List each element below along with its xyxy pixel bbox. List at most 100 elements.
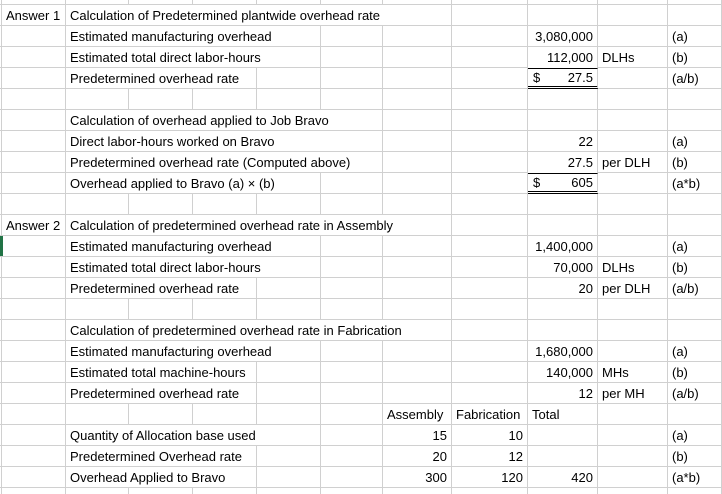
cell-K11[interactable] [668, 215, 722, 236]
cell-G8[interactable] [383, 152, 452, 173]
cell-B15[interactable] [66, 299, 129, 320]
cell-J11[interactable] [598, 215, 668, 236]
cell-H7[interactable] [452, 131, 528, 152]
cell-K22[interactable]: (b) [668, 446, 722, 467]
cell-Cx[interactable] [129, 488, 193, 494]
cell-Dx[interactable] [193, 0, 257, 5]
cell-J1[interactable] [598, 5, 668, 26]
cell-F22[interactable] [321, 446, 383, 467]
cell-A19[interactable] [2, 383, 66, 404]
cell-J18[interactable]: MHs [598, 362, 668, 383]
cell-F2[interactable] [321, 26, 383, 47]
cell-G20[interactable]: Assembly [383, 404, 452, 425]
cell-K2[interactable]: (a) [668, 26, 722, 47]
cell-A2[interactable] [2, 26, 66, 47]
cell-J4[interactable] [598, 68, 668, 89]
cell-A1[interactable]: Answer 1 [2, 5, 66, 26]
cell-J6[interactable] [598, 110, 668, 131]
cell-A5[interactable] [2, 89, 66, 110]
cell-K14[interactable]: (a/b) [668, 278, 722, 299]
cell-F19[interactable] [321, 383, 383, 404]
cell-B22[interactable]: Predetermined Overhead rate [66, 446, 257, 467]
cell-G5[interactable] [383, 89, 452, 110]
cell-G22[interactable]: 20 [383, 446, 452, 467]
cell-I22[interactable] [528, 446, 598, 467]
cell-G13[interactable] [383, 257, 452, 278]
cell-I17[interactable]: 1,680,000 [528, 341, 598, 362]
cell-Ax[interactable] [2, 0, 66, 5]
cell-B7[interactable]: Direct labor-hours worked on Bravo [66, 131, 383, 152]
cell-I5[interactable] [528, 89, 598, 110]
cell-B17[interactable]: Estimated manufacturing overhead [66, 341, 321, 362]
cell-I4[interactable]: $27.5 [528, 68, 598, 89]
cell-D20[interactable] [193, 404, 257, 425]
cell-K15[interactable] [668, 299, 722, 320]
cell-J21[interactable] [598, 425, 668, 446]
cell-G12[interactable] [383, 236, 452, 257]
cell-B5[interactable] [66, 89, 129, 110]
cell-J9[interactable] [598, 173, 668, 194]
cell-G10[interactable] [383, 194, 452, 215]
cell-K20[interactable] [668, 404, 722, 425]
cell-J13[interactable]: DLHs [598, 257, 668, 278]
cell-H4[interactable] [452, 68, 528, 89]
cell-C10[interactable] [129, 194, 193, 215]
cell-B14[interactable]: Predetermined overhead rate [66, 278, 257, 299]
cell-E23[interactable] [257, 467, 321, 488]
cell-H13[interactable] [452, 257, 528, 278]
cell-E10[interactable] [257, 194, 321, 215]
cell-F20[interactable] [321, 404, 383, 425]
cell-A4[interactable] [2, 68, 66, 89]
cell-J8[interactable]: per DLH [598, 152, 668, 173]
cell-E14[interactable] [257, 278, 321, 299]
cell-Jx[interactable] [598, 488, 668, 494]
cell-Ix[interactable] [528, 488, 598, 494]
cell-H1[interactable] [452, 5, 528, 26]
cell-E5[interactable] [257, 89, 321, 110]
cell-K5[interactable] [668, 89, 722, 110]
cell-C20[interactable] [129, 404, 193, 425]
cell-A17[interactable] [2, 341, 66, 362]
cell-K7[interactable]: (a) [668, 131, 722, 152]
cell-H21[interactable]: 10 [452, 425, 528, 446]
cell-I13[interactable]: 70,000 [528, 257, 598, 278]
cell-I15[interactable] [528, 299, 598, 320]
cell-H20[interactable]: Fabrication [452, 404, 528, 425]
cell-I3[interactable]: 112,000 [528, 47, 598, 68]
cell-F10[interactable] [321, 194, 383, 215]
cell-A10[interactable] [2, 194, 66, 215]
cell-J17[interactable] [598, 341, 668, 362]
cell-G2[interactable] [383, 26, 452, 47]
cell-E4[interactable] [257, 68, 321, 89]
cell-K23[interactable]: (a*b) [668, 467, 722, 488]
cell-B4[interactable]: Predetermined overhead rate [66, 68, 257, 89]
cell-B1[interactable]: Calculation of Predetermined plantwide o… [66, 5, 452, 26]
cell-J20[interactable] [598, 404, 668, 425]
cell-H18[interactable] [452, 362, 528, 383]
cell-I23[interactable]: 420 [528, 467, 598, 488]
cell-A15[interactable] [2, 299, 66, 320]
cell-B8[interactable]: Predetermined overhead rate (Computed ab… [66, 152, 383, 173]
cell-H2[interactable] [452, 26, 528, 47]
cell-K1[interactable] [668, 5, 722, 26]
cell-I20[interactable]: Total [528, 404, 598, 425]
cell-D5[interactable] [193, 89, 257, 110]
cell-E22[interactable] [257, 446, 321, 467]
cell-B13[interactable]: Estimated total direct labor-hours [66, 257, 321, 278]
cell-E20[interactable] [257, 404, 321, 425]
cell-J14[interactable]: per DLH [598, 278, 668, 299]
cell-K21[interactable]: (a) [668, 425, 722, 446]
cell-J7[interactable] [598, 131, 668, 152]
cell-Gx[interactable] [383, 488, 452, 494]
cell-F3[interactable] [321, 47, 383, 68]
cell-J23[interactable] [598, 467, 668, 488]
cell-I12[interactable]: 1,400,000 [528, 236, 598, 257]
cell-Bx[interactable] [66, 0, 129, 5]
cell-H12[interactable] [452, 236, 528, 257]
cell-G23[interactable]: 300 [383, 467, 452, 488]
cell-Jx[interactable] [598, 0, 668, 5]
cell-J15[interactable] [598, 299, 668, 320]
cell-G15[interactable] [383, 299, 452, 320]
cell-C5[interactable] [129, 89, 193, 110]
cell-I11[interactable] [528, 215, 598, 236]
